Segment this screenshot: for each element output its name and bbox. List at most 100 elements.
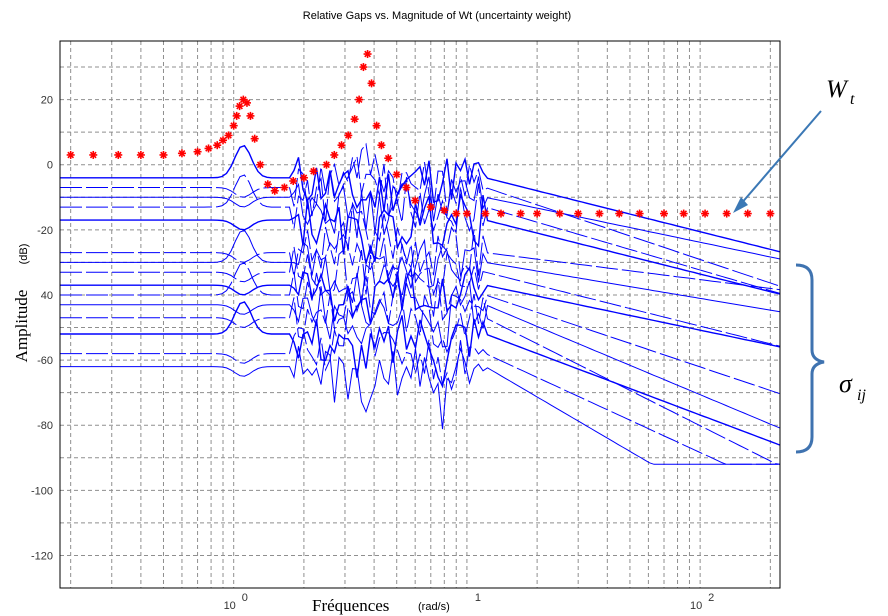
x-tick-label: 10 2 (690, 592, 714, 612)
wt-point (452, 209, 461, 218)
x-tick-base: 10 (224, 600, 236, 612)
wt-point (159, 150, 168, 159)
x-tick-labels: 10 0 1 10 2 (224, 592, 715, 612)
sigma-curve (60, 144, 781, 253)
wt-point (574, 209, 583, 218)
y-tick-label: -60 (37, 355, 53, 367)
sigma-curve (60, 249, 781, 395)
sigma-annotation-subscript: ij (857, 387, 866, 404)
wt-point (89, 150, 98, 159)
wt-annotation-subscript: t (850, 91, 855, 108)
sigma-curve (60, 346, 780, 465)
x-tick-exponent: 1 (475, 592, 481, 604)
wt-point (114, 150, 123, 159)
wt-series (66, 50, 775, 218)
wt-point (595, 209, 604, 218)
wt-point (743, 209, 752, 218)
wt-point (635, 209, 644, 218)
wt-point (411, 196, 420, 205)
wt-point (660, 209, 669, 218)
wt-point (219, 136, 228, 145)
wt-annotation: W t (733, 76, 855, 213)
wt-point (250, 134, 259, 143)
sigma-curve (60, 154, 781, 294)
wt-point (322, 160, 331, 169)
x-tick-label: 10 0 (224, 592, 248, 612)
wt-point (722, 209, 731, 218)
wt-point (516, 209, 525, 218)
wt-point (193, 147, 202, 156)
wt-point (229, 121, 238, 130)
wt-point (246, 111, 255, 120)
y-axis-unit: (dB) (18, 244, 30, 265)
y-tick-label: 20 (41, 95, 53, 107)
wt-point (384, 154, 393, 163)
y-axis-title: Amplitude (12, 290, 31, 363)
sigma-curve (60, 301, 781, 446)
wt-point (289, 177, 298, 186)
wt-annotation-label: W (826, 76, 849, 103)
sigma-curve (60, 142, 781, 287)
wt-point (232, 111, 241, 120)
wt-point (426, 203, 435, 212)
y-tick-label: 40 (41, 290, 53, 302)
sigma-curve (60, 281, 781, 429)
wt-point (533, 209, 542, 218)
wt-point (242, 98, 251, 107)
sigma-curve (60, 176, 781, 260)
wt-point (701, 209, 710, 218)
sigma-curves (60, 142, 781, 465)
wt-point (280, 183, 289, 192)
y-axis-label: Amplitude (dB) (12, 244, 31, 363)
wt-point (350, 115, 359, 124)
wt-point (224, 131, 233, 140)
wt-point (555, 209, 564, 218)
y-tick-label: -20 (37, 225, 53, 237)
wt-point (256, 160, 265, 169)
wt-point (177, 149, 186, 158)
wt-point (392, 170, 401, 179)
wt-annotation-arrow (739, 110, 822, 206)
wt-point (309, 167, 318, 176)
wt-annotation-arrowhead (733, 197, 748, 213)
wt-point (355, 95, 364, 104)
y-tick-label: -100 (31, 485, 53, 497)
sigma-curve (60, 275, 781, 465)
wt-point (235, 102, 244, 111)
wt-point (299, 173, 308, 182)
wt-point (372, 121, 381, 130)
wt-point (330, 150, 339, 159)
wt-point (204, 144, 213, 153)
sigma-brace (795, 263, 825, 454)
y-tick-label: -120 (31, 550, 53, 562)
wt-point (440, 206, 449, 215)
wt-point (263, 180, 272, 189)
sigma-curve (60, 192, 781, 295)
x-tick-label: 1 (475, 592, 481, 604)
sigma-curve (60, 201, 781, 291)
wt-point (337, 141, 346, 150)
sigma-curve (60, 265, 781, 348)
x-tick-exponent: 0 (242, 592, 248, 604)
wt-point (462, 209, 471, 218)
x-axis-label: Fréquences (rad/s) (312, 596, 450, 615)
wt-point (402, 183, 411, 192)
sigma-curve (60, 229, 781, 313)
grid (60, 41, 780, 588)
sigma-annotation: σ ij (795, 263, 866, 454)
y-tick-label: -80 (37, 420, 53, 432)
x-axis-unit: (rad/s) (418, 601, 450, 613)
wt-point (766, 209, 775, 218)
x-axis-title: Fréquences (312, 596, 389, 615)
wt-point (496, 209, 505, 218)
chart-title: Relative Gaps vs. Magnitude of Wt (uncer… (303, 10, 571, 22)
wt-point (270, 186, 279, 195)
sigma-curve (60, 233, 781, 347)
sigma-curve (60, 304, 780, 465)
sigma-annotation-label: σ (839, 369, 853, 398)
x-tick-base: 10 (690, 600, 702, 612)
y-tick-label: 0 (47, 160, 53, 172)
wt-point (359, 63, 368, 72)
wt-point (66, 150, 75, 159)
